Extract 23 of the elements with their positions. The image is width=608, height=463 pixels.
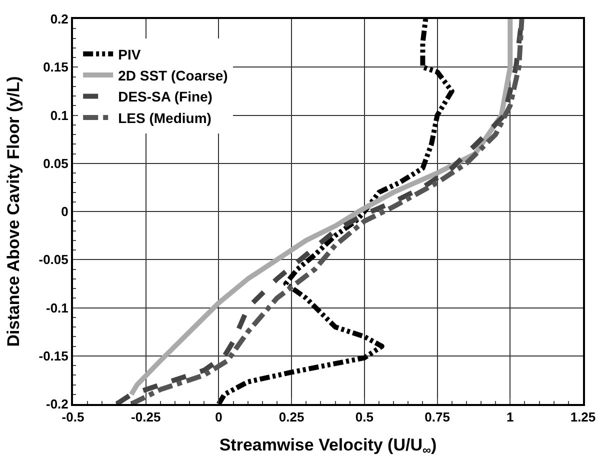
- x-tick-label: 1.25: [570, 410, 596, 425]
- x-tick-label: -0.5: [62, 410, 84, 425]
- x-axis-title: Streamwise Velocity (U/U$_{∞}$): [219, 436, 437, 458]
- x-tick-label: 0.25: [278, 410, 304, 425]
- y-tick-label: 0.05: [43, 156, 68, 171]
- y-tick-label: 0.2: [50, 12, 68, 27]
- y-tick-label: 0: [61, 204, 68, 220]
- x-tick-label: 1: [506, 410, 514, 425]
- y-axis-title: Distance Above Cavity Floor (y/L): [4, 76, 23, 347]
- legend-label: 2D SST (Coarse): [118, 68, 228, 84]
- legend-label: PIV: [118, 46, 142, 62]
- x-tick-label: 0: [215, 410, 222, 425]
- y-tick-label: 0.1: [50, 108, 68, 123]
- y-tick-label: 0.15: [43, 60, 68, 75]
- x-tick-label: 0.5: [355, 410, 374, 425]
- y-tick-label: -0.05: [38, 252, 68, 268]
- x-tick-label: -0.25: [131, 410, 161, 425]
- y-tick-label: -0.15: [38, 348, 68, 364]
- y-tick-label: -0.2: [46, 396, 68, 412]
- legend-label: DES-SA (Fine): [118, 88, 212, 105]
- x-tick-label: 0.75: [424, 410, 450, 425]
- legend-label: LES (Medium): [118, 110, 212, 126]
- y-tick-label: -0.1: [46, 300, 68, 316]
